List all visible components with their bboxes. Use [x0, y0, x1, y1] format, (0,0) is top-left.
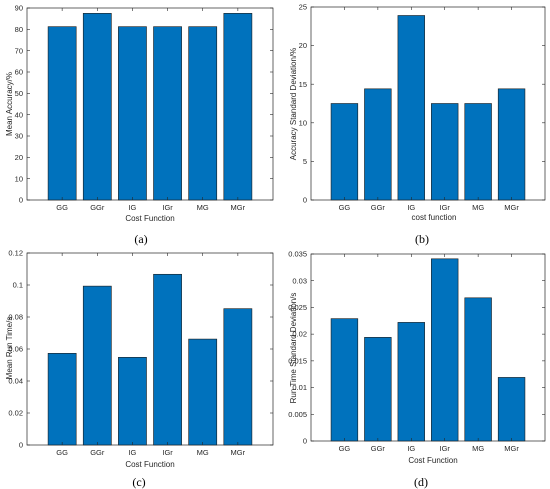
y-tick-label: 5: [303, 157, 307, 166]
x-tick-label: MGr: [231, 448, 246, 457]
y-tick-label: 0: [303, 437, 307, 446]
x-tick-label: GGr: [371, 444, 386, 453]
y-tick-label: 50: [15, 89, 23, 98]
y-tick-label: 0.04: [8, 377, 23, 386]
bar-igr: [431, 103, 459, 201]
x-axis-label: Cost Function: [408, 456, 457, 465]
x-tick-label: IG: [407, 444, 415, 453]
y-tick-label: 0.12: [8, 249, 23, 258]
y-tick-label: 40: [15, 110, 23, 119]
bar-mg: [188, 26, 218, 201]
bar-ig: [118, 26, 147, 201]
y-tick-label: 70: [15, 46, 23, 55]
plot-frame: [26, 7, 274, 201]
chart-panel-d: Run Time Standard Deviation/s Cost Funct…: [288, 250, 546, 489]
bar-ig: [397, 15, 425, 201]
x-tick-label: GGr: [371, 203, 386, 212]
x-tick-label: MGr: [504, 203, 519, 212]
y-tick-label: 30: [15, 132, 23, 141]
bar-mg: [464, 297, 492, 442]
bar-ggr: [364, 88, 392, 201]
y-tick-label: 0: [19, 196, 23, 205]
x-tick-label: GG: [339, 444, 351, 453]
bar-gg: [47, 353, 77, 446]
y-tick-label: 10: [299, 118, 307, 127]
y-tick-label: 20: [299, 41, 307, 50]
x-tick-label: GGr: [90, 203, 105, 212]
x-tick-label: GG: [339, 203, 351, 212]
x-tick-label: MGr: [231, 203, 246, 212]
x-tick-label: GGr: [90, 448, 105, 457]
bar-mg: [464, 103, 492, 201]
x-tick-label: IG: [128, 448, 136, 457]
plot-frame: [310, 6, 546, 201]
panel-label: (a): [134, 232, 147, 246]
x-tick-label: IG: [407, 203, 415, 212]
y-axis-label: Mean Run Time/s: [5, 317, 14, 380]
y-axis-label: Accuracy Standard Deviation/%: [289, 48, 298, 161]
x-tick-label: IGr: [440, 203, 451, 212]
panel-label: (d): [414, 475, 428, 489]
y-tick-label: 0.01: [292, 383, 307, 392]
y-tick-label: 0.03: [292, 276, 307, 285]
y-tick-label: 20: [15, 153, 23, 162]
bar-mg: [188, 338, 218, 446]
x-axis-label: Cost Function: [125, 460, 174, 469]
bar-mgr: [497, 88, 526, 201]
y-tick-label: 0.035: [288, 250, 307, 259]
bar-igr: [153, 273, 182, 446]
bar-gg: [330, 318, 359, 442]
x-tick-label: IGr: [440, 444, 451, 453]
bar-mgr: [223, 308, 253, 446]
panel-label: (c): [132, 475, 145, 489]
x-tick-label: IGr: [162, 448, 173, 457]
bar-ig: [397, 322, 425, 442]
y-axis-label: Run Time Standard Deviation/s: [289, 293, 298, 404]
y-tick-label: 0: [303, 196, 307, 205]
bar-ggr: [364, 337, 392, 442]
y-tick-label: 0: [19, 441, 23, 450]
bar-ggr: [82, 285, 112, 446]
y-tick-label: 80: [15, 25, 23, 34]
x-tick-label: MG: [197, 448, 209, 457]
y-tick-label: 0.02: [8, 409, 23, 418]
bar-ig: [118, 357, 147, 446]
chart-panel-a: Mean Accuracy/% Cost Function (a) 0 10 20 3…: [5, 4, 274, 246]
bar-igr: [153, 26, 182, 201]
y-tick-label: 90: [15, 4, 23, 13]
bar-gg: [47, 26, 77, 201]
y-tick-label: 0.08: [8, 313, 23, 322]
y-tick-label: 15: [299, 80, 307, 89]
y-axis-label: Mean Accuracy/%: [5, 72, 14, 136]
bar-mgr: [497, 377, 526, 442]
bar-ggr: [82, 13, 112, 201]
chart-panel-c: Mean Run Time/s Cost Function (c) 0 0.02 0…: [5, 249, 274, 489]
y-tick-label: 10: [15, 174, 23, 183]
y-tick-label: 0.015: [288, 356, 307, 365]
x-tick-label: MGr: [504, 444, 519, 453]
panel-label: (b): [415, 232, 429, 246]
y-tick-label: 0.025: [288, 303, 307, 312]
x-tick-label: MG: [197, 203, 209, 212]
x-tick-label: IG: [128, 203, 136, 212]
x-axis-label: cost function: [412, 213, 457, 222]
bar-gg: [330, 103, 359, 201]
y-tick-label: 25: [299, 3, 307, 12]
x-tick-label: IGr: [162, 203, 173, 212]
x-tick-label: GG: [56, 448, 68, 457]
y-tick-label: 0.005: [288, 410, 307, 419]
chart-panel-b: Accuracy Standard Deviation/% cost funct…: [289, 3, 546, 246]
x-axis-label: Cost Function: [125, 214, 174, 223]
y-tick-label: 0.06: [8, 345, 23, 354]
y-tick-label: 0.02: [292, 330, 307, 339]
bar-mgr: [223, 13, 253, 201]
x-tick-label: MG: [472, 444, 484, 453]
bar-igr: [431, 258, 459, 442]
x-tick-label: GG: [56, 203, 68, 212]
y-tick-label: 0.1: [13, 281, 23, 290]
plot-frame: [310, 253, 546, 442]
y-tick-label: 60: [15, 68, 23, 77]
x-tick-label: MG: [472, 203, 484, 212]
